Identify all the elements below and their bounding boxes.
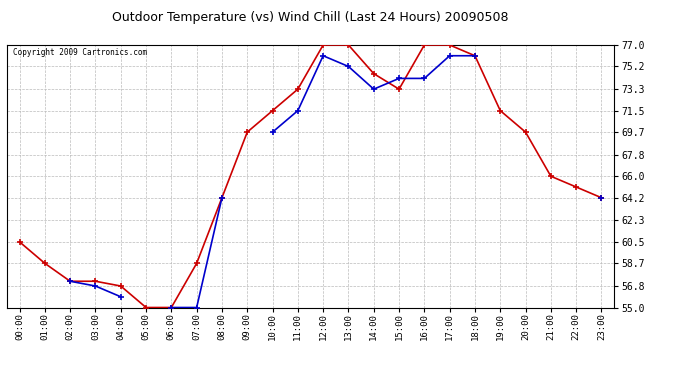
Text: Outdoor Temperature (vs) Wind Chill (Last 24 Hours) 20090508: Outdoor Temperature (vs) Wind Chill (Las…: [112, 11, 509, 24]
Text: Copyright 2009 Cartronics.com: Copyright 2009 Cartronics.com: [13, 48, 147, 57]
